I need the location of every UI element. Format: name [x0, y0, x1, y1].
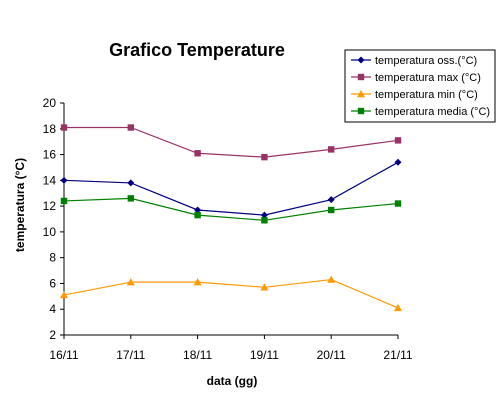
data-point: [194, 206, 202, 214]
series-line: [64, 126, 399, 158]
data-point: [327, 196, 335, 204]
x-tick-label: 20/11: [317, 348, 346, 362]
data-point: [194, 211, 201, 219]
data-point: [394, 137, 402, 144]
data-point: [127, 195, 134, 202]
data-point: [327, 275, 336, 283]
series-1: [60, 158, 402, 219]
legend-label: temperatura oss.(°C): [375, 55, 477, 67]
y-tick-label: 16: [43, 148, 57, 162]
y-tick-label: 14: [43, 173, 57, 187]
x-tick-label: 21/11: [383, 348, 412, 362]
data-point: [126, 278, 135, 286]
data-point: [328, 206, 335, 214]
series-line: [63, 197, 399, 221]
x-tick-label: 19/11: [250, 348, 279, 362]
data-point: [394, 158, 402, 166]
y-tick-label: 18: [43, 122, 57, 136]
series-line: [63, 161, 399, 216]
y-tick-label: 8: [49, 251, 56, 265]
data-point: [194, 150, 201, 157]
data-point: [127, 179, 135, 187]
y-axis-label: temperatura (°C): [13, 158, 27, 252]
data-point: [394, 200, 402, 207]
x-tick-label: 17/11: [116, 348, 145, 362]
data-point: [60, 197, 68, 205]
legend-item: temperatura oss.(°C): [351, 55, 477, 67]
series-3: [60, 275, 402, 312]
legend-swatch-marker: [357, 73, 365, 81]
data-point: [328, 146, 335, 153]
legend-label: temperatura min (°C): [375, 89, 478, 101]
legend-label: temperatura max (°C): [375, 72, 481, 84]
y-tick-label: 2: [49, 328, 56, 342]
plot-area: 2 4 6 8 10 12 14 16 18 20 16/11 17/11 18/11 19/11 20/1…: [43, 96, 413, 362]
data-point: [394, 303, 402, 312]
legend: temperatura oss.(°C) temperatura max (°C)…: [344, 49, 496, 123]
legend-swatch-marker: [357, 56, 365, 64]
y-tick-label: 6: [49, 276, 56, 290]
data-point: [260, 283, 269, 291]
legend-swatch-marker: [357, 90, 365, 98]
legend-box: [344, 49, 496, 123]
legend-item: temperatura media (°C): [351, 106, 490, 118]
data-point: [261, 217, 268, 224]
series-line: [63, 278, 399, 309]
x-axis-label: data (gg): [207, 374, 258, 388]
legend-swatch-marker: [357, 107, 365, 115]
data-point: [60, 124, 68, 131]
data-point: [261, 153, 268, 161]
y-tick-label: 12: [43, 199, 57, 213]
y-tick-label: 4: [49, 302, 56, 316]
data-point: [60, 176, 68, 184]
y-tick-label: 20: [43, 96, 57, 110]
legend-item: temperatura min (°C): [351, 89, 478, 101]
legend-label: temperatura media (°C): [375, 106, 490, 118]
data-point: [260, 211, 268, 219]
x-tick-label: 16/11: [49, 348, 78, 362]
series-4: [60, 195, 402, 224]
chart-title: Grafico Temperature: [109, 40, 285, 60]
legend-item: temperatura max (°C): [351, 72, 481, 84]
series-2: [60, 124, 402, 161]
data-point: [193, 278, 202, 286]
y-tick-label: 10: [43, 225, 57, 239]
data-point: [60, 291, 68, 299]
data-point: [127, 124, 134, 131]
x-tick-label: 18/11: [183, 348, 212, 362]
